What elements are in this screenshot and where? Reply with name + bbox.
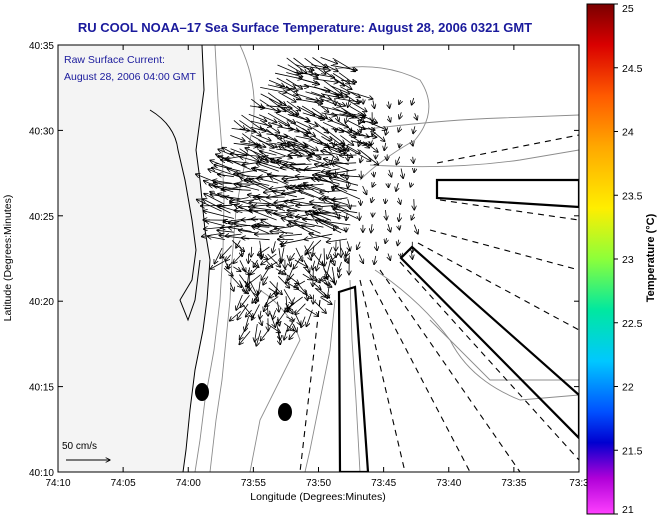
x-tick-label: 73:40: [436, 478, 461, 489]
colorbar-tick-label: 23: [622, 254, 634, 266]
radar-range-lines: [299, 134, 579, 472]
x-tick-label: 74:00: [176, 478, 201, 489]
scale-label: 50 cm/s: [62, 441, 97, 452]
y-axis: 40:35 40:30 40:25 40:20 40:15 40:10: [29, 41, 579, 479]
colorbar-tick-label: 24: [622, 127, 634, 139]
y-tick-label: 40:25: [29, 212, 54, 223]
x-tick-label: 73:3: [569, 478, 589, 489]
annotation-line-1: Raw Surface Current:: [64, 54, 165, 66]
colorbar: 25 24.5 24 23.5 23 22.5 22 21.5 21 Temperature (…: [586, 3, 657, 516]
x-tick-label: 73:35: [501, 478, 526, 489]
land-mass: [58, 45, 211, 472]
y-tick-label: 40:30: [29, 126, 54, 137]
y-tick-label: 40:35: [29, 41, 54, 52]
footprint-polygons: [337, 178, 579, 472]
x-tick-label: 73:55: [241, 478, 266, 489]
annotation-line-2: August 28, 2006 04:00 GMT: [64, 71, 197, 83]
colorbar-tick-label: 21.5: [622, 445, 643, 457]
y-tick-label: 40:15: [29, 383, 54, 394]
y-tick-label: 40:20: [29, 297, 54, 308]
x-tick-label: 74:05: [111, 478, 136, 489]
x-tick-label: 73:50: [306, 478, 331, 489]
bathymetry-contours: [194, 45, 579, 472]
map-title: RU COOL NOAA–17 Sea Surface Temperature:…: [77, 20, 533, 35]
buoy-marker: [195, 383, 209, 401]
x-tick-label: 74:10: [45, 478, 70, 489]
buoy-marker: [278, 403, 292, 421]
x-tick-label: 73:45: [371, 478, 396, 489]
colorbar-tick-label: 25: [622, 3, 634, 15]
colorbar-tick-label: 23.5: [622, 190, 643, 202]
colorbar-tick-label: 22: [622, 382, 634, 394]
colorbar-tick-label: 22.5: [622, 318, 643, 330]
x-axis: 74:10 74:05 74:00 73:55 73:50 73:45 73:40 73:35…: [45, 45, 589, 489]
coastline-spit: [149, 109, 201, 322]
colorbar-tick-label: 21: [622, 504, 634, 516]
surface-current-vectors: [196, 57, 419, 346]
y-tick-label: 40:10: [29, 468, 54, 479]
y-axis-label: Latitude (Degrees:Minutes): [2, 195, 14, 322]
map-plot-area: [57, 44, 580, 473]
colorbar-label: Temperature (°C): [645, 213, 657, 302]
x-axis-label: Longitude (Degrees:Minutes): [250, 491, 385, 503]
colorbar-tick-label: 24.5: [622, 63, 643, 75]
